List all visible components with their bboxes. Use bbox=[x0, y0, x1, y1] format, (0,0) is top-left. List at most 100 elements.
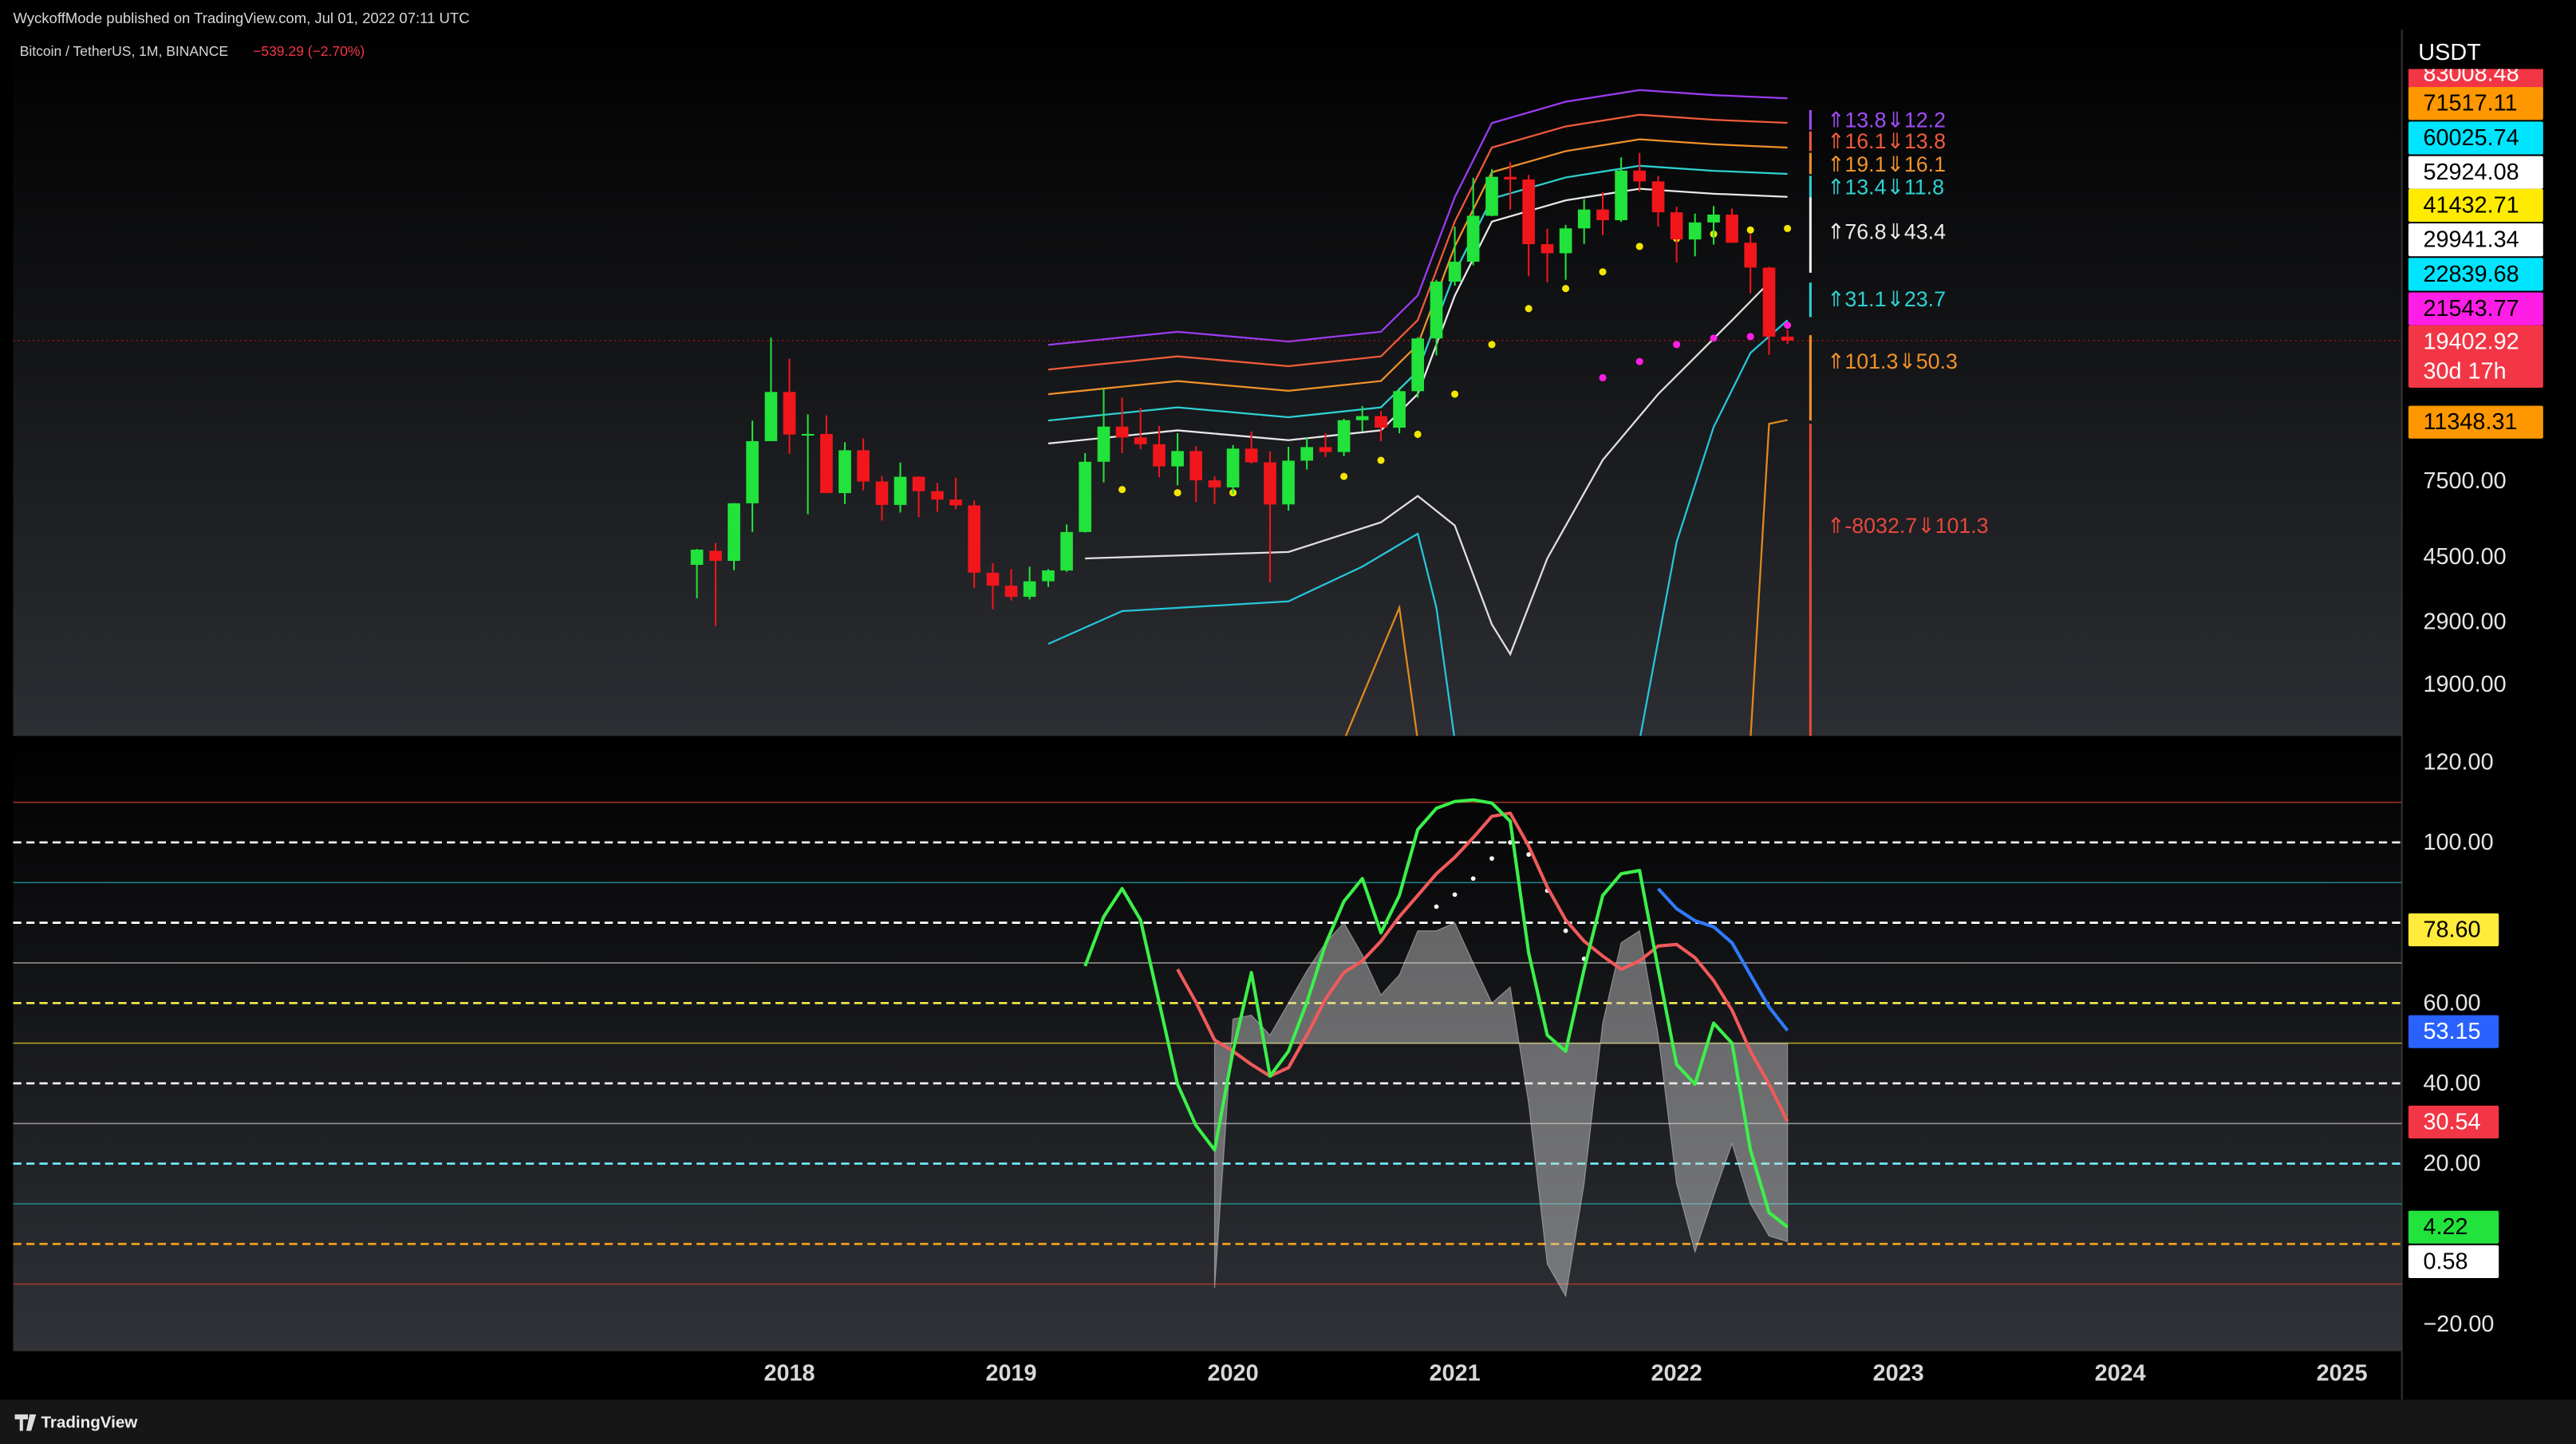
oscillator-pane bbox=[13, 739, 2402, 1351]
dot bbox=[1488, 341, 1496, 349]
candle-body bbox=[1726, 214, 1738, 243]
y-tick-label: 40.00 bbox=[2423, 1071, 2480, 1096]
x-tick-label: 2022 bbox=[1651, 1360, 1702, 1386]
price-badge-label: 19402.92 bbox=[2423, 329, 2519, 354]
candle-body bbox=[820, 433, 833, 494]
dot bbox=[1599, 373, 1607, 382]
price-badge-label: 60025.74 bbox=[2423, 125, 2519, 151]
dot bbox=[1340, 472, 1348, 480]
y-tick-label: 120.00 bbox=[2423, 749, 2493, 775]
dot bbox=[1508, 840, 1513, 845]
oscillator-line bbox=[1657, 887, 1789, 1032]
candle-body bbox=[968, 505, 980, 573]
area bbox=[1213, 921, 1789, 1298]
candle-body bbox=[728, 503, 740, 562]
candle-body bbox=[1522, 179, 1535, 245]
candle-body bbox=[1596, 209, 1609, 220]
price-badge-label: 11348.31 bbox=[2423, 409, 2517, 435]
price-badge bbox=[2408, 156, 2543, 189]
footer-logo: TradingView bbox=[14, 1414, 138, 1432]
dot bbox=[1452, 892, 1458, 898]
candle-body bbox=[1171, 451, 1184, 467]
dot bbox=[1673, 341, 1681, 349]
y-tick-label: 2900.00 bbox=[2423, 609, 2506, 634]
annotation: ⇑13.8⇓12.2 bbox=[1827, 108, 1946, 132]
axes: 2018 2019 2020 2021 2022 2023 2024 2025 7500.00 4… bbox=[763, 30, 2576, 1386]
candle-body bbox=[764, 392, 778, 441]
candle-body bbox=[875, 481, 889, 505]
dot bbox=[1563, 928, 1568, 933]
dot bbox=[1377, 456, 1385, 464]
candle-body bbox=[1337, 420, 1351, 452]
publisher: WyckoffMode published on TradingView.com… bbox=[13, 10, 469, 26]
candle-body bbox=[857, 450, 870, 482]
price-badge-label: 29941.34 bbox=[2423, 227, 2519, 253]
price-badge bbox=[2408, 87, 2543, 120]
candle-body bbox=[838, 450, 851, 494]
candle-body bbox=[1097, 426, 1110, 462]
dot bbox=[1746, 333, 1754, 341]
candle-body bbox=[690, 549, 704, 566]
candle-body bbox=[1430, 282, 1443, 339]
x-tick-label: 2025 bbox=[2317, 1360, 2368, 1386]
candle-body bbox=[912, 476, 925, 491]
dot bbox=[1525, 305, 1533, 313]
dot bbox=[1746, 226, 1754, 234]
candle-body bbox=[1189, 451, 1202, 481]
candle-body bbox=[1633, 170, 1646, 182]
candle-body bbox=[894, 476, 907, 505]
dot bbox=[1710, 334, 1718, 342]
dot bbox=[1451, 390, 1459, 398]
candle-body bbox=[1319, 447, 1332, 452]
candle-body bbox=[709, 550, 722, 562]
candle-body bbox=[1023, 581, 1036, 598]
price-badge-label: 52924.08 bbox=[2423, 160, 2519, 185]
change: −539.29 (−2.70%) bbox=[253, 43, 365, 59]
candle-body bbox=[1466, 215, 1480, 262]
dot bbox=[1635, 357, 1643, 365]
candle-body bbox=[1651, 181, 1665, 213]
price-badge bbox=[2408, 258, 2543, 291]
price-plot: ⇑13.8⇓12.2⇑16.1⇓13.8⇑19.1⇓16.1⇑13.4⇓11.8… bbox=[13, 89, 2402, 736]
candle-body bbox=[949, 499, 962, 506]
dot bbox=[1434, 904, 1439, 909]
value-badge-label: 0.58 bbox=[2423, 1249, 2468, 1274]
candle-body bbox=[746, 440, 759, 503]
price-badge bbox=[2408, 325, 2543, 388]
value-badge bbox=[2408, 1105, 2499, 1138]
axis-title: USDT bbox=[2418, 40, 2480, 65]
annotation: ⇑-8032.7⇓101.3 bbox=[1827, 514, 1989, 538]
candle-body bbox=[1744, 243, 1757, 268]
dot bbox=[1635, 243, 1643, 251]
dot bbox=[1414, 430, 1422, 438]
candle-body bbox=[1781, 336, 1794, 341]
symbol: Bitcoin / TetherUS, 1M, BINANCE bbox=[20, 43, 228, 59]
value-badge bbox=[2408, 1245, 2499, 1279]
price-badge-label: 22839.68 bbox=[2423, 262, 2519, 287]
price-badge-label: 41432.71 bbox=[2423, 192, 2519, 218]
price-badge bbox=[2408, 121, 2543, 155]
candle-body bbox=[1042, 570, 1055, 582]
annotation: ⇑31.1⇓23.7 bbox=[1827, 287, 1946, 311]
dot bbox=[1784, 224, 1792, 232]
oscillator-plot bbox=[13, 798, 2402, 1298]
candle-body bbox=[1540, 244, 1554, 254]
y-tick-label: 60.00 bbox=[2423, 990, 2480, 1016]
band-line bbox=[1085, 282, 1770, 657]
y-tick-label: 100.00 bbox=[2423, 830, 2493, 855]
countdown: 30d 17h bbox=[2423, 358, 2506, 384]
candle-body bbox=[783, 392, 796, 435]
price-badge bbox=[2408, 188, 2543, 222]
candle-body bbox=[1670, 212, 1683, 240]
candle-body bbox=[1411, 338, 1424, 392]
y-tick-label: 1900.00 bbox=[2423, 672, 2506, 697]
candle-body bbox=[1688, 222, 1702, 240]
y-tick-label: 4500.00 bbox=[2423, 544, 2506, 570]
candle-body bbox=[1153, 444, 1166, 467]
band-line bbox=[1047, 89, 1788, 346]
candle-body bbox=[1079, 461, 1091, 532]
annotation: ⇑13.4⇓11.8 bbox=[1827, 176, 1944, 199]
price-pane bbox=[13, 30, 2402, 736]
footer-bar bbox=[0, 1399, 2576, 1444]
